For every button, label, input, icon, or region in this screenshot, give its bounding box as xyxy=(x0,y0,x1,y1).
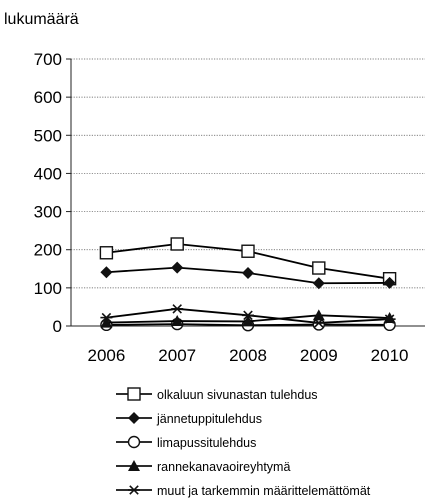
x-tick-label: 2006 xyxy=(87,346,125,365)
legend-marker xyxy=(128,412,140,424)
y-axis-title: lukumäärä xyxy=(4,11,79,28)
legend-marker xyxy=(129,437,140,448)
y-tick-label: 200 xyxy=(34,241,62,260)
x-tick-labels: 2006 2007 2008 2009 2010 xyxy=(87,346,408,365)
legend-marker xyxy=(128,388,140,400)
legend-label: muut ja tarkemmin määrittelemättömät xyxy=(157,484,371,498)
legend-label: limapussitulehdus xyxy=(157,436,256,450)
legend: olkaluun sivunastan tulehdus jännetuppitu… xyxy=(116,388,371,498)
legend-marker xyxy=(128,486,140,494)
data-point xyxy=(313,319,324,330)
y-tick-label: 500 xyxy=(34,126,62,145)
x-tick-label: 2010 xyxy=(371,346,409,365)
series-group xyxy=(100,238,395,331)
y-tick-label: 300 xyxy=(34,203,62,222)
legend-item: rannekanavaoireyhtymä xyxy=(116,460,290,474)
legend-label: rannekanavaoireyhtymä xyxy=(157,460,290,474)
data-point xyxy=(100,247,112,259)
y-tick-label: 700 xyxy=(34,50,62,69)
y-tick-label: 100 xyxy=(34,279,62,298)
data-point xyxy=(171,238,183,250)
data-point xyxy=(242,245,254,257)
legend-label: jännetuppitulehdus xyxy=(156,412,262,426)
data-point xyxy=(171,305,183,313)
legend-item: jännetuppitulehdus xyxy=(116,412,262,426)
data-point xyxy=(171,262,183,274)
data-point xyxy=(313,277,325,289)
x-tick-label: 2009 xyxy=(300,346,338,365)
legend-item: olkaluun sivunastan tulehdus xyxy=(116,388,318,402)
legend-item: limapussitulehdus xyxy=(116,436,256,450)
data-point xyxy=(100,266,112,278)
data-point xyxy=(242,267,254,279)
axes xyxy=(66,59,425,326)
data-point xyxy=(313,262,325,274)
y-tick-label: 400 xyxy=(34,164,62,183)
y-tick-label: 600 xyxy=(34,88,62,107)
legend-label: olkaluun sivunastan tulehdus xyxy=(157,388,318,402)
y-tick-labels: 0 100 200 300 400 500 600 700 xyxy=(34,50,62,336)
y-tick-label: 0 xyxy=(53,317,62,336)
x-tick-label: 2007 xyxy=(158,346,196,365)
series-2 xyxy=(100,262,395,290)
x-tick-label: 2008 xyxy=(229,346,267,365)
legend-item: muut ja tarkemmin määrittelemättömät xyxy=(116,484,371,498)
